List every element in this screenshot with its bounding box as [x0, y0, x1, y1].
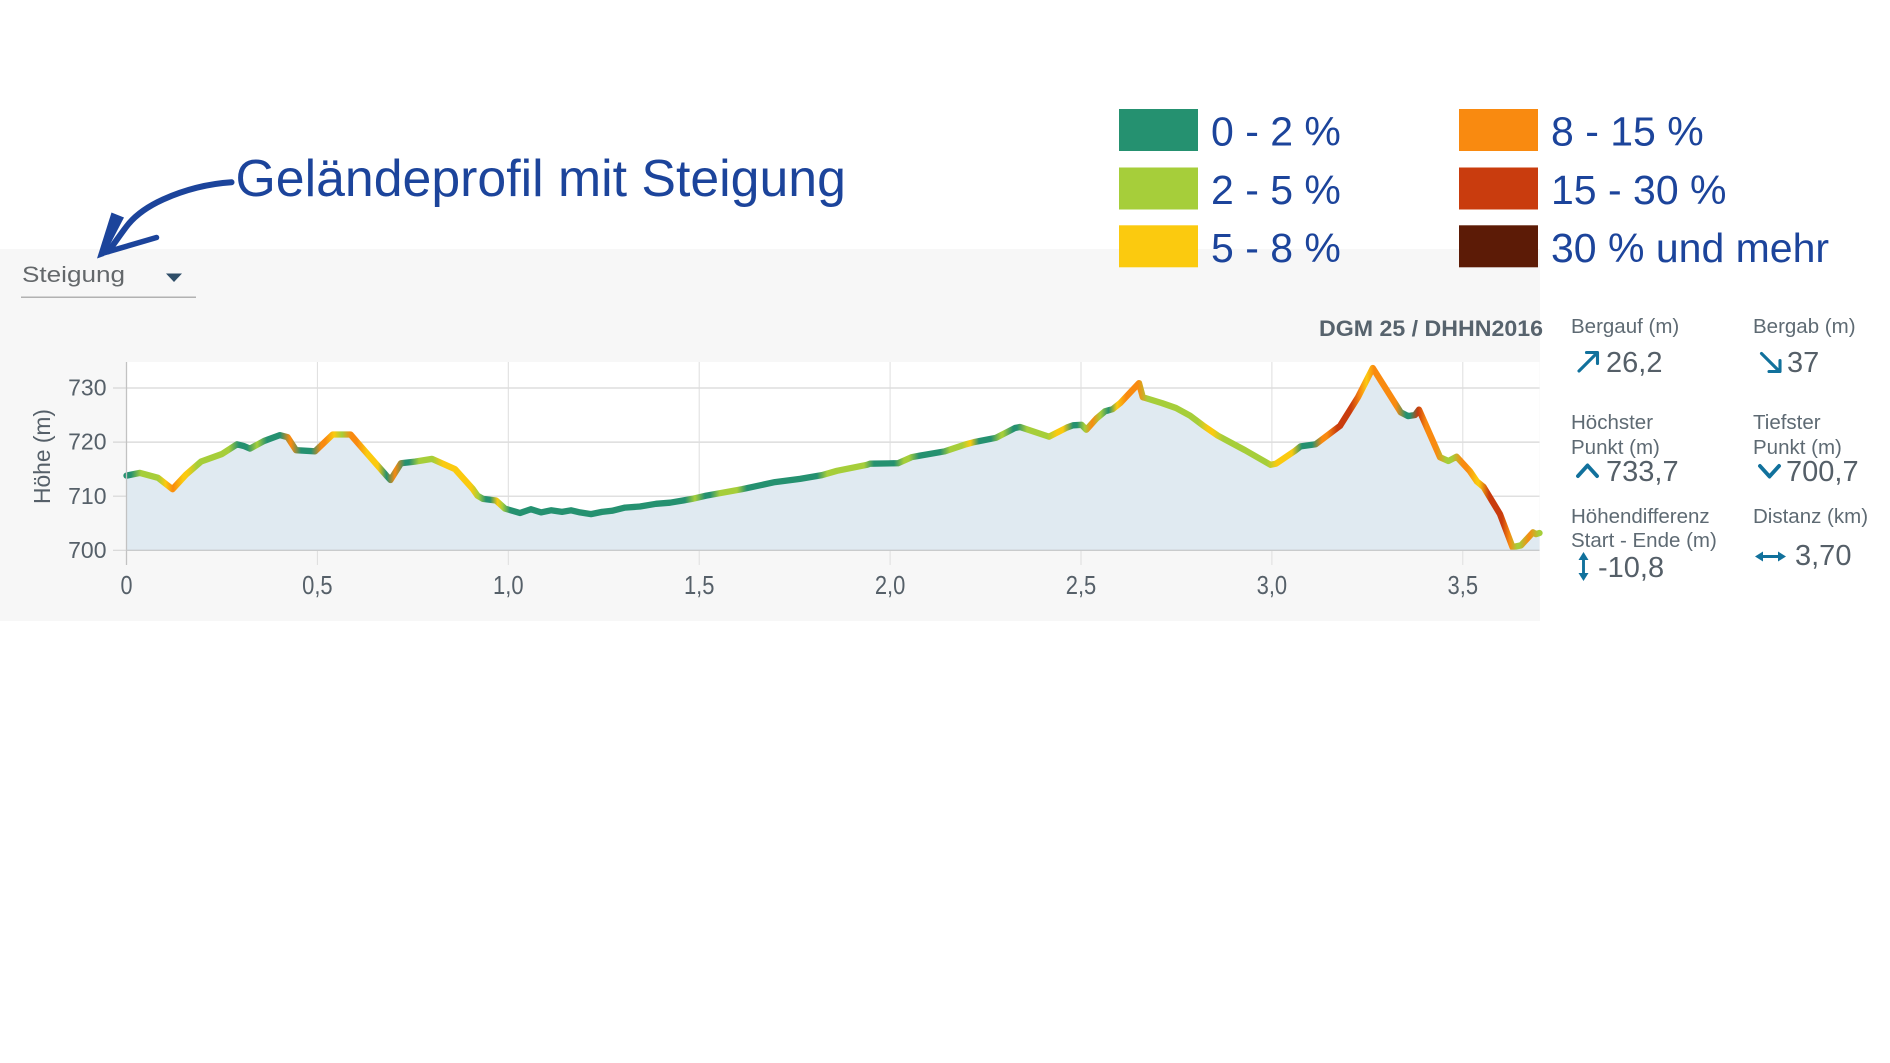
svg-text:730: 730 — [68, 375, 106, 401]
svg-text:0,5: 0,5 — [302, 570, 333, 600]
svg-text:Punkt (m): Punkt (m) — [1571, 436, 1660, 459]
svg-text:1,0: 1,0 — [493, 570, 524, 600]
svg-text:3,70: 3,70 — [1795, 540, 1851, 572]
svg-text:3,5: 3,5 — [1448, 570, 1479, 600]
svg-text:Distanz (km): Distanz (km) — [1753, 505, 1868, 528]
svg-text:Bergauf (m): Bergauf (m) — [1571, 315, 1679, 338]
svg-text:Höhe (m): Höhe (m) — [29, 409, 55, 504]
svg-text:2,0: 2,0 — [875, 570, 906, 600]
svg-text:3,0: 3,0 — [1257, 570, 1288, 600]
svg-text:0 - 2 %: 0 - 2 % — [1211, 109, 1341, 155]
svg-text:DGM 25 / DHHN2016: DGM 25 / DHHN2016 — [1319, 316, 1543, 341]
svg-text:Steigung: Steigung — [22, 262, 125, 287]
svg-text:720: 720 — [68, 429, 106, 455]
svg-text:710: 710 — [68, 483, 106, 509]
svg-text:700: 700 — [68, 537, 106, 563]
svg-text:5 - 8 %: 5 - 8 % — [1211, 225, 1341, 271]
svg-text:0: 0 — [121, 570, 133, 600]
svg-text:8 - 15 %: 8 - 15 % — [1551, 109, 1704, 155]
svg-text:-10,8: -10,8 — [1598, 552, 1664, 584]
svg-text:37: 37 — [1787, 347, 1819, 379]
svg-text:15 - 30 %: 15 - 30 % — [1551, 167, 1727, 213]
svg-text:Start - Ende (m): Start - Ende (m) — [1571, 529, 1717, 552]
svg-text:Höchster: Höchster — [1571, 411, 1653, 434]
svg-text:Geländeprofil mit Steigung: Geländeprofil mit Steigung — [236, 149, 846, 207]
svg-text:2,5: 2,5 — [1066, 570, 1097, 600]
svg-text:1,5: 1,5 — [684, 570, 715, 600]
svg-text:700,7: 700,7 — [1786, 456, 1859, 488]
svg-text:Bergab (m): Bergab (m) — [1753, 315, 1856, 338]
svg-text:30 % und mehr: 30 % und mehr — [1551, 225, 1829, 271]
svg-text:26,2: 26,2 — [1606, 347, 1662, 379]
svg-text:Höhendifferenz: Höhendifferenz — [1571, 505, 1710, 528]
svg-text:Tiefster: Tiefster — [1753, 411, 1821, 434]
svg-text:2 - 5 %: 2 - 5 % — [1211, 167, 1341, 213]
svg-text:Punkt (m): Punkt (m) — [1753, 436, 1842, 459]
svg-text:733,7: 733,7 — [1606, 456, 1679, 488]
